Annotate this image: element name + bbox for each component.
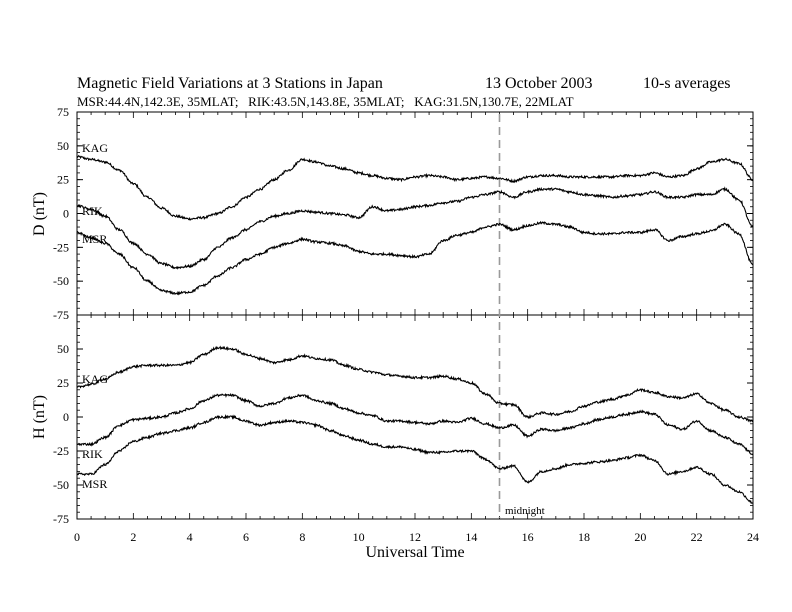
x-tick-label: 14 <box>465 530 477 544</box>
x-tick-label: 0 <box>74 530 80 544</box>
x-tick-label: 2 <box>130 530 136 544</box>
y-tick-label: -50 <box>53 274 69 288</box>
midnight-label: midnight <box>505 505 545 517</box>
series-line-h-rik <box>76 392 754 456</box>
y-tick-label: 0 <box>63 410 69 424</box>
series-line-h-msr <box>76 414 754 505</box>
y-tick-label: 0 <box>63 207 69 221</box>
x-axis-label: Universal Time <box>365 544 464 561</box>
x-tick-label: 18 <box>578 530 590 544</box>
x-tick-label: 22 <box>691 530 703 544</box>
series-layer <box>76 154 754 505</box>
y-tick-label: 50 <box>57 342 69 356</box>
y-tick-label: -25 <box>53 240 69 254</box>
y-tick-label: -25 <box>53 444 69 458</box>
y-tick-label: 25 <box>57 173 69 187</box>
d-panel-frame <box>76 111 754 316</box>
h-panel-frame <box>76 314 754 520</box>
series-line-d-kag <box>76 154 754 221</box>
y-tick-label: 25 <box>57 376 69 390</box>
x-tick-label: 20 <box>634 530 646 544</box>
x-tick-label: 8 <box>299 530 305 544</box>
h-msr-label: MSR <box>82 477 107 491</box>
d-axis-label: D (nT) <box>31 192 48 236</box>
x-tick-label: 24 <box>747 530 759 544</box>
h-kag-label: KAG <box>82 372 108 386</box>
series-line-d-rik <box>76 186 754 270</box>
d-rik-label: RIK <box>82 204 103 218</box>
chart-subtitle: MSR:44.4N,142.3E, 35MLAT; RIK:43.5N,143.… <box>77 94 574 109</box>
x-tick-label: 16 <box>522 530 534 544</box>
chart-title: Magnetic Field Variations at 3 Stations … <box>77 75 383 92</box>
h-axis-label: H (nT) <box>31 395 48 439</box>
series-line-h-kag <box>76 345 754 423</box>
series-line-d-msr <box>76 220 754 296</box>
x-tick-label: 6 <box>243 530 249 544</box>
x-tick-label: 12 <box>409 530 421 544</box>
y-tick-label: -75 <box>53 512 69 526</box>
chart-date: 13 October 2003 <box>485 75 593 92</box>
d-msr-label: MSR <box>82 232 107 246</box>
d-kag-label: KAG <box>82 141 108 155</box>
y-tick-label: 75 <box>57 105 69 119</box>
h-rik-label: RIK <box>82 447 103 461</box>
y-tick-label: -75 <box>53 308 69 322</box>
x-tick-label: 4 <box>187 530 193 544</box>
chart-averaging: 10-s averages <box>643 75 731 92</box>
y-tick-label: -50 <box>53 478 69 492</box>
y-tick-label: 50 <box>57 139 69 153</box>
x-tick-label: 10 <box>353 530 365 544</box>
